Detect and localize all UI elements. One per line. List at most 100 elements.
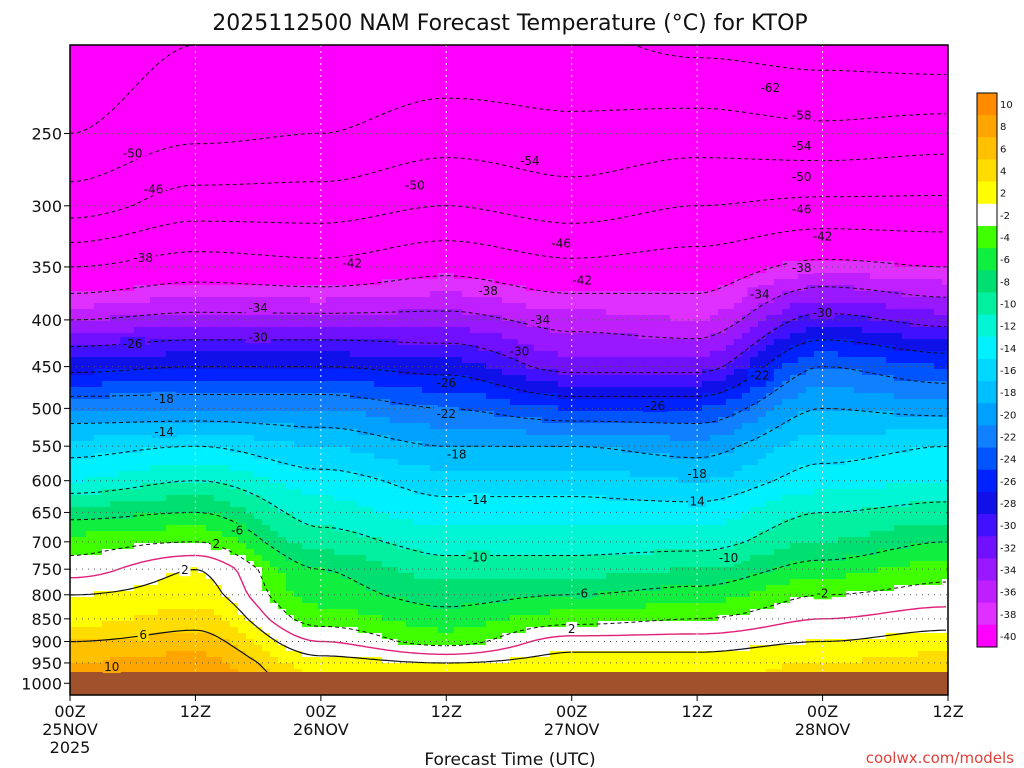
heatmap-cell <box>326 231 335 238</box>
heatmap-cell <box>230 315 239 322</box>
heatmap-cell <box>614 201 623 208</box>
heatmap-cell <box>182 117 191 124</box>
heatmap-cell <box>238 105 247 112</box>
heatmap-cell <box>342 51 351 58</box>
heatmap-cell <box>414 171 423 178</box>
heatmap-cell <box>302 45 311 52</box>
heatmap-cell <box>182 183 191 190</box>
heatmap-cell <box>710 183 719 190</box>
heatmap-cell <box>486 183 495 190</box>
heatmap-cell <box>398 147 407 154</box>
heatmap-cell <box>646 213 655 220</box>
heatmap-cell <box>654 201 663 208</box>
heatmap-cell <box>70 117 79 124</box>
heatmap-cell <box>822 219 831 226</box>
heatmap-cell <box>366 171 375 178</box>
heatmap-cell <box>462 219 471 226</box>
heatmap-cell <box>630 303 639 310</box>
heatmap-cell <box>646 303 655 310</box>
heatmap-cell <box>622 69 631 76</box>
heatmap-cell <box>886 105 895 112</box>
heatmap-cell <box>542 105 551 112</box>
heatmap-cell <box>782 129 791 136</box>
heatmap-cell <box>878 123 887 130</box>
heatmap-cell <box>734 291 743 298</box>
heatmap-cell <box>574 75 583 82</box>
heatmap-cell <box>734 129 743 136</box>
heatmap-cell <box>790 291 799 298</box>
heatmap-cell <box>430 51 439 58</box>
heatmap-cell <box>470 219 479 226</box>
heatmap-cell <box>142 69 151 76</box>
heatmap-cell <box>334 303 343 310</box>
heatmap-cell <box>374 93 383 100</box>
heatmap-cell <box>798 195 807 202</box>
heatmap-cell <box>318 171 327 178</box>
heatmap-cell <box>342 183 351 190</box>
heatmap-cell <box>462 285 471 292</box>
heatmap-cell <box>150 225 159 232</box>
heatmap-cell <box>686 237 695 244</box>
heatmap-cell <box>542 267 551 274</box>
heatmap-cell <box>870 189 879 196</box>
heatmap-cell <box>78 249 87 256</box>
heatmap-cell <box>830 183 839 190</box>
heatmap-cell <box>710 195 719 202</box>
heatmap-cell <box>342 153 351 160</box>
heatmap-cell <box>902 261 911 268</box>
heatmap-cell <box>902 87 911 94</box>
heatmap-cell <box>934 81 943 88</box>
heatmap-cell <box>406 195 415 202</box>
heatmap-cell <box>582 195 591 202</box>
heatmap-cell <box>142 261 151 268</box>
heatmap-cell <box>262 171 271 178</box>
heatmap-cell <box>678 201 687 208</box>
heatmap-cell <box>182 177 191 184</box>
heatmap-cell <box>574 285 583 292</box>
heatmap-cell <box>766 183 775 190</box>
heatmap-cell <box>654 45 663 52</box>
heatmap-cell <box>550 195 559 202</box>
heatmap-cell <box>126 93 135 100</box>
heatmap-cell <box>238 45 247 52</box>
heatmap-cell <box>206 213 215 220</box>
heatmap-cell <box>822 99 831 106</box>
heatmap-cell <box>710 285 719 292</box>
heatmap-cell <box>654 75 663 82</box>
heatmap-cell <box>614 225 623 232</box>
heatmap-cell <box>134 195 143 202</box>
heatmap-cell <box>318 315 327 322</box>
heatmap-cell <box>622 189 631 196</box>
heatmap-cell <box>318 87 327 94</box>
heatmap-cell <box>230 57 239 64</box>
heatmap-cell <box>150 129 159 136</box>
heatmap-cell <box>382 93 391 100</box>
heatmap-cell <box>278 207 287 214</box>
heatmap-cell <box>814 249 823 256</box>
heatmap-cell <box>614 207 623 214</box>
heatmap-cell <box>358 45 367 52</box>
heatmap-cell <box>846 309 855 316</box>
heatmap-cell <box>390 201 399 208</box>
heatmap-cell <box>214 225 223 232</box>
heatmap-cell <box>486 51 495 58</box>
heatmap-cell <box>798 99 807 106</box>
heatmap-cell <box>662 261 671 268</box>
heatmap-cell <box>430 261 439 268</box>
heatmap-cell <box>486 267 495 274</box>
heatmap-cell <box>894 87 903 94</box>
heatmap-cell <box>934 255 943 262</box>
heatmap-cell <box>222 93 231 100</box>
heatmap-cell <box>542 87 551 94</box>
heatmap-cell <box>230 81 239 88</box>
heatmap-cell <box>294 111 303 118</box>
heatmap-cell <box>486 129 495 136</box>
heatmap-cell <box>406 105 415 112</box>
heatmap-cell <box>70 303 79 310</box>
heatmap-cell <box>550 303 559 310</box>
heatmap-cell <box>318 279 327 286</box>
heatmap-cell <box>902 75 911 82</box>
heatmap-cell <box>694 135 703 142</box>
heatmap-cell <box>198 81 207 88</box>
heatmap-cell <box>630 177 639 184</box>
